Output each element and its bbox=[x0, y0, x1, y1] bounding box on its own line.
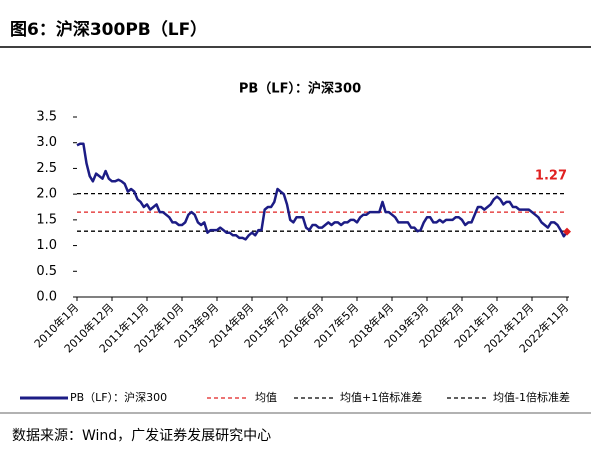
y-tick-label: 0.5 bbox=[36, 264, 57, 279]
y-tick-label: 1.0 bbox=[36, 238, 57, 253]
figure-title: 图6：沪深300PB（LF） bbox=[10, 19, 207, 40]
source: 数据来源：Wind，广发证券发展研究中心 bbox=[12, 428, 271, 444]
annotation: 1.27 bbox=[535, 169, 567, 184]
y-tick-label: 3.5 bbox=[36, 110, 57, 125]
legend-label: 均值+1倍标准差 bbox=[340, 390, 422, 404]
y-tick-label: 2.0 bbox=[36, 187, 57, 202]
legend-label: 均值 bbox=[255, 391, 277, 404]
y-tick-label: 1.5 bbox=[36, 212, 57, 227]
last-point bbox=[563, 227, 571, 236]
chart-title: PB（LF）：沪深300 bbox=[239, 81, 361, 97]
y-tick-label: 2.5 bbox=[36, 161, 57, 176]
y-tick-label: 3.0 bbox=[36, 135, 57, 150]
legend-label: PB（LF）：沪深300 bbox=[70, 390, 167, 404]
legend-label: 均值-1倍标准差 bbox=[493, 390, 570, 404]
y-tick-label: 0.0 bbox=[36, 290, 57, 305]
series-line bbox=[76, 142, 569, 241]
